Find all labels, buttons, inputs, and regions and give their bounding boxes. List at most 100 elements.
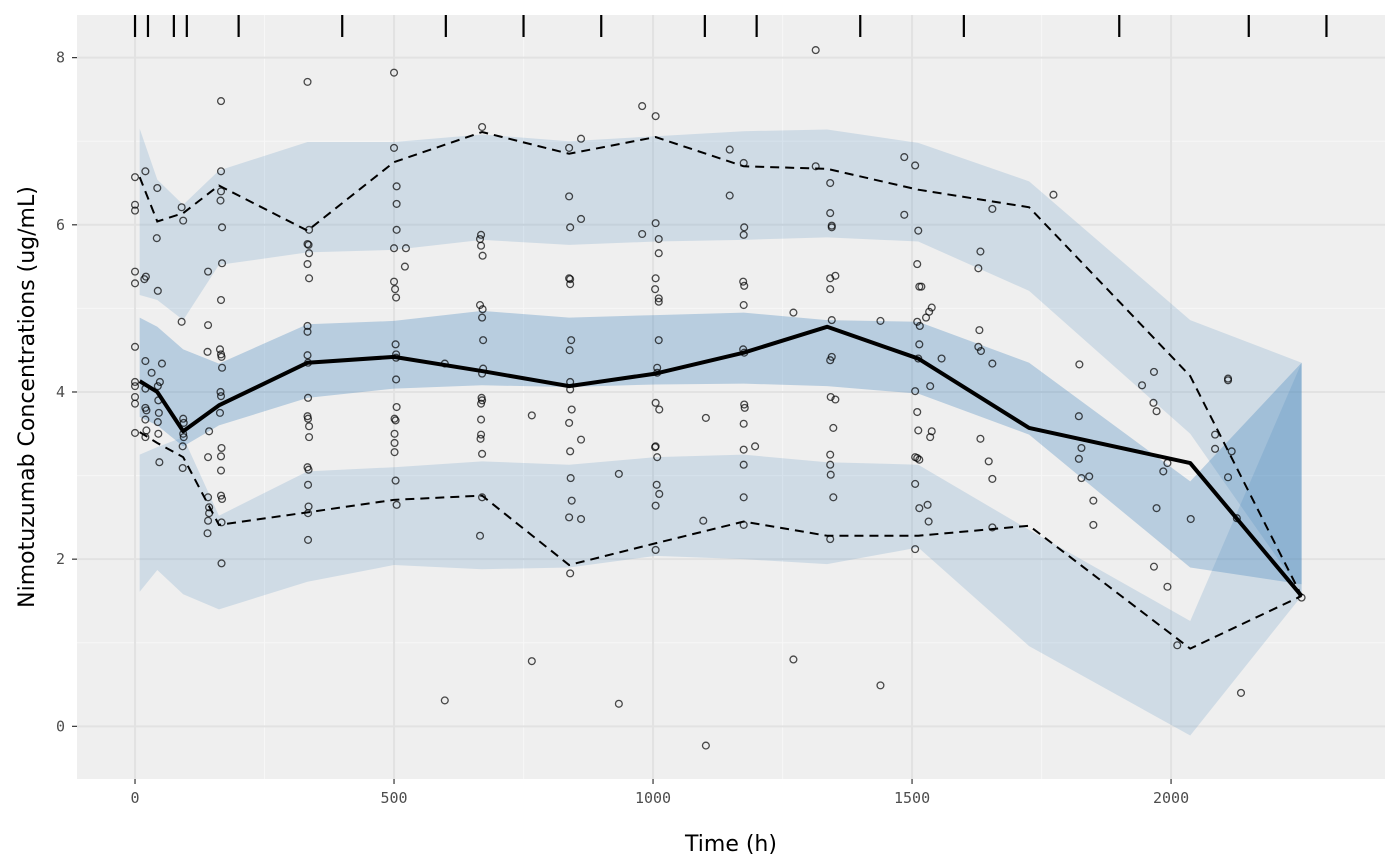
observation-point <box>216 295 226 305</box>
observation-point <box>655 405 664 414</box>
observation-point <box>440 696 449 705</box>
observation-point <box>305 274 314 283</box>
observation-point <box>130 377 140 387</box>
observation-point <box>177 203 186 212</box>
observation-point <box>527 657 536 666</box>
observation-point <box>566 275 575 284</box>
observation-point <box>303 77 312 86</box>
observation-point <box>1227 447 1236 456</box>
observation-point <box>1211 430 1220 439</box>
observation-point <box>1152 504 1161 513</box>
observation-point <box>566 223 575 232</box>
observation-point <box>217 223 227 232</box>
y-tick-label: 4 <box>56 383 65 401</box>
observation-point <box>153 286 162 295</box>
y-axis-title: Nimotuzumab Concentrations (ug/mL) <box>15 186 40 608</box>
observation-point <box>305 433 314 442</box>
observation-point <box>911 387 920 396</box>
observation-point <box>130 267 140 276</box>
observation-point <box>739 493 748 502</box>
observation-point <box>303 239 312 249</box>
observation-point <box>217 443 226 453</box>
observation-point <box>478 251 487 260</box>
observation-point <box>827 223 836 232</box>
observation-point <box>305 422 314 431</box>
observation-point <box>740 403 749 412</box>
observation-point <box>651 545 660 555</box>
observation-point <box>177 317 186 326</box>
observation-point <box>826 450 835 459</box>
observation-point <box>914 426 923 435</box>
observation-point <box>651 219 660 228</box>
observation-point <box>739 301 748 310</box>
observation-point <box>1049 190 1058 199</box>
observation-point <box>653 363 662 372</box>
observation-point <box>477 230 486 239</box>
observation-point <box>130 399 140 408</box>
observation-point <box>926 433 935 442</box>
observation-point <box>1211 444 1220 453</box>
x-tick-label: 0 <box>131 789 140 807</box>
observation-point <box>217 363 227 372</box>
observation-point <box>924 517 933 526</box>
observation-point <box>988 359 997 368</box>
observation-point <box>216 466 226 475</box>
observation-point <box>614 469 623 478</box>
observation-point <box>654 336 663 345</box>
observation-point <box>1089 520 1098 529</box>
observation-point <box>216 392 226 401</box>
observation-point <box>153 183 162 193</box>
observation-point <box>900 153 909 162</box>
observation-point <box>1173 641 1182 650</box>
observation-point <box>1089 496 1098 505</box>
observation-point <box>304 240 313 249</box>
observation-point <box>651 285 660 294</box>
observation-point <box>876 681 885 690</box>
observation-point <box>303 535 313 544</box>
observation-point <box>576 514 586 524</box>
observation-point <box>205 503 214 512</box>
observation-point <box>477 415 486 424</box>
observation-point <box>204 267 213 276</box>
observation-point <box>303 480 313 489</box>
observation-point <box>141 167 150 176</box>
observation-point <box>740 281 749 290</box>
observation-point <box>392 293 401 302</box>
x-tick-label: 1500 <box>894 789 930 807</box>
observation-point <box>153 418 162 427</box>
observation-point <box>566 447 575 456</box>
observation-point <box>911 161 920 170</box>
observation-point <box>565 143 574 152</box>
prediction-bands <box>139 128 1302 736</box>
observation-point <box>565 513 574 522</box>
observation-point <box>826 178 835 188</box>
x-tick-label: 500 <box>380 789 407 807</box>
x-axis-title: Time (h) <box>684 832 777 857</box>
observation-point <box>204 321 213 330</box>
observation-point <box>155 377 164 387</box>
observation-point <box>913 317 922 326</box>
observation-point <box>638 229 647 239</box>
observation-point <box>1236 688 1246 697</box>
observation-point <box>157 359 167 368</box>
observation-point <box>937 354 946 363</box>
observation-point <box>566 569 575 578</box>
observation-point <box>141 415 150 424</box>
observation-point <box>831 271 840 280</box>
observation-point <box>476 434 485 443</box>
observation-point <box>178 442 187 451</box>
observation-point <box>701 413 710 422</box>
observation-point <box>911 545 920 554</box>
observation-point <box>217 559 226 568</box>
observation-point <box>154 408 163 417</box>
observation-point <box>390 438 399 448</box>
observation-point <box>1149 398 1158 407</box>
observation-point <box>205 427 214 436</box>
observation-point <box>477 399 486 408</box>
observation-point <box>147 368 156 377</box>
observation-point <box>654 294 663 303</box>
observation-point <box>390 429 399 438</box>
observation-point <box>303 260 312 269</box>
observation-point <box>392 225 401 234</box>
observation-point <box>391 340 400 349</box>
